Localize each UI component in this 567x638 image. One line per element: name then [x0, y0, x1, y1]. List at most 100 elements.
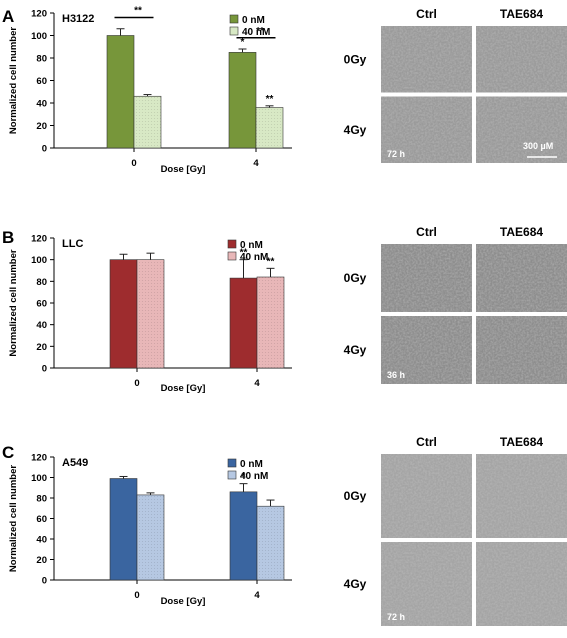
micrograph-texture — [381, 26, 472, 93]
y-tick-label: 100 — [31, 31, 47, 42]
cell-line-title: LLC — [62, 238, 83, 250]
x-axis-label: Dose [Gy] — [161, 596, 206, 607]
legend-label: 0 nM — [240, 240, 263, 251]
y-tick-label: 80 — [36, 54, 47, 65]
y-tick-label: 100 — [31, 255, 47, 266]
significance-mark: ** — [240, 248, 248, 259]
y-axis-label: Normalized cell number — [8, 27, 19, 134]
significance-mark: ** — [267, 256, 275, 267]
legend-label: 0 nM — [242, 15, 265, 26]
legend-label: 40 nM — [240, 471, 268, 482]
micrograph-row-header: 0Gy — [344, 489, 367, 503]
y-tick-label: 60 — [36, 514, 47, 525]
panel-b: B 0 20 40 60 80 100 120 Normalized cell number 0 4… — [2, 225, 567, 394]
bar — [109, 259, 138, 369]
cell-line-title: A549 — [62, 457, 88, 469]
bar — [229, 277, 258, 369]
micrograph-row-header: 4Gy — [344, 123, 367, 137]
micrograph-texture — [381, 542, 472, 626]
y-tick-label: 40 — [36, 535, 47, 546]
bar — [109, 478, 138, 581]
y-tick-label: 120 — [31, 453, 47, 464]
significance-mark: * — [241, 37, 245, 48]
micrograph-texture — [381, 96, 472, 163]
y-tick-label: 20 — [36, 555, 47, 566]
y-tick-label: 60 — [36, 299, 47, 310]
micrograph-time-label: 72 h — [387, 612, 405, 622]
micrograph-column-header: Ctrl — [416, 225, 437, 239]
bar-texture — [137, 259, 164, 368]
bar — [106, 35, 135, 149]
micrograph-texture — [476, 454, 567, 538]
x-axis-label: Dose [Gy] — [161, 383, 206, 394]
micrograph-column-header: TAE684 — [500, 225, 543, 239]
significance-mark: ** — [134, 6, 142, 17]
micrograph-column-header: TAE684 — [500, 435, 543, 449]
micrograph-texture — [476, 542, 567, 626]
panel-c: C 0 20 40 60 80 100 120 Normalized cell number 0 4… — [2, 435, 567, 626]
legend-label: 0 nM — [240, 459, 263, 470]
bar — [228, 52, 257, 149]
micrograph-texture — [476, 316, 567, 384]
x-tick-label: 4 — [254, 590, 260, 601]
panel-a: A 0 20 40 60 80 100 120 Normalized cell number 0 4… — [2, 6, 567, 175]
micrograph-time-label: 36 h — [387, 370, 405, 380]
y-tick-label: 20 — [36, 121, 47, 132]
micrograph-row-header: 0Gy — [344, 52, 367, 66]
legend-swatch — [227, 458, 237, 468]
y-axis-label: Normalized cell number — [8, 249, 19, 356]
x-axis-label: Dose [Gy] — [161, 164, 206, 175]
y-tick-label: 0 — [42, 364, 47, 375]
bar-texture — [256, 107, 283, 148]
y-tick-label: 0 — [42, 576, 47, 587]
panel-letter: B — [2, 228, 14, 247]
y-tick-label: 0 — [42, 144, 47, 155]
y-tick-label: 120 — [31, 234, 47, 245]
bar-texture — [257, 506, 284, 580]
y-tick-label: 60 — [36, 76, 47, 87]
bar-texture — [257, 277, 284, 368]
x-tick-label: 0 — [134, 378, 139, 389]
legend-label: 40 nM — [240, 252, 268, 263]
y-tick-label: 20 — [36, 342, 47, 353]
micrograph-time-label: 72 h — [387, 149, 405, 159]
x-tick-label: 0 — [134, 590, 139, 601]
scale-bar-label: 300 µM — [523, 141, 553, 151]
y-tick-label: 80 — [36, 494, 47, 505]
micrograph-column-header: TAE684 — [500, 7, 543, 21]
micrograph-texture — [381, 316, 472, 384]
significance-mark: ** — [256, 26, 264, 37]
legend-swatch — [227, 470, 237, 480]
cell-line-title: H3122 — [62, 13, 94, 25]
micrograph-texture — [381, 454, 472, 538]
significance-mark: ** — [266, 94, 274, 105]
y-axis-label: Normalized cell number — [8, 465, 19, 572]
x-tick-label: 4 — [253, 158, 259, 169]
bar-texture — [137, 494, 164, 580]
micrograph-texture — [476, 26, 567, 93]
legend-swatch — [229, 14, 239, 24]
legend-swatch — [227, 251, 237, 261]
x-tick-label: 4 — [254, 378, 260, 389]
x-tick-label: 0 — [131, 158, 136, 169]
y-tick-label: 40 — [36, 99, 47, 110]
micrograph-row-header: 4Gy — [344, 343, 367, 357]
micrograph-row-header: 4Gy — [344, 577, 367, 591]
legend-swatch — [227, 239, 237, 249]
micrograph-column-header: Ctrl — [416, 435, 437, 449]
micrograph-row-header: 0Gy — [344, 271, 367, 285]
legend-label: 40 nM — [242, 27, 270, 38]
bar — [229, 491, 258, 581]
significance-mark: * — [242, 472, 246, 483]
legend-swatch — [229, 26, 239, 36]
y-tick-label: 120 — [31, 9, 47, 20]
panel-letter: C — [2, 443, 14, 462]
y-tick-label: 40 — [36, 320, 47, 331]
micrograph-column-header: Ctrl — [416, 7, 437, 21]
micrograph-texture — [381, 244, 472, 312]
y-tick-label: 80 — [36, 277, 47, 288]
micrograph-texture — [476, 96, 567, 163]
bar-texture — [134, 96, 161, 148]
micrograph-texture — [476, 244, 567, 312]
